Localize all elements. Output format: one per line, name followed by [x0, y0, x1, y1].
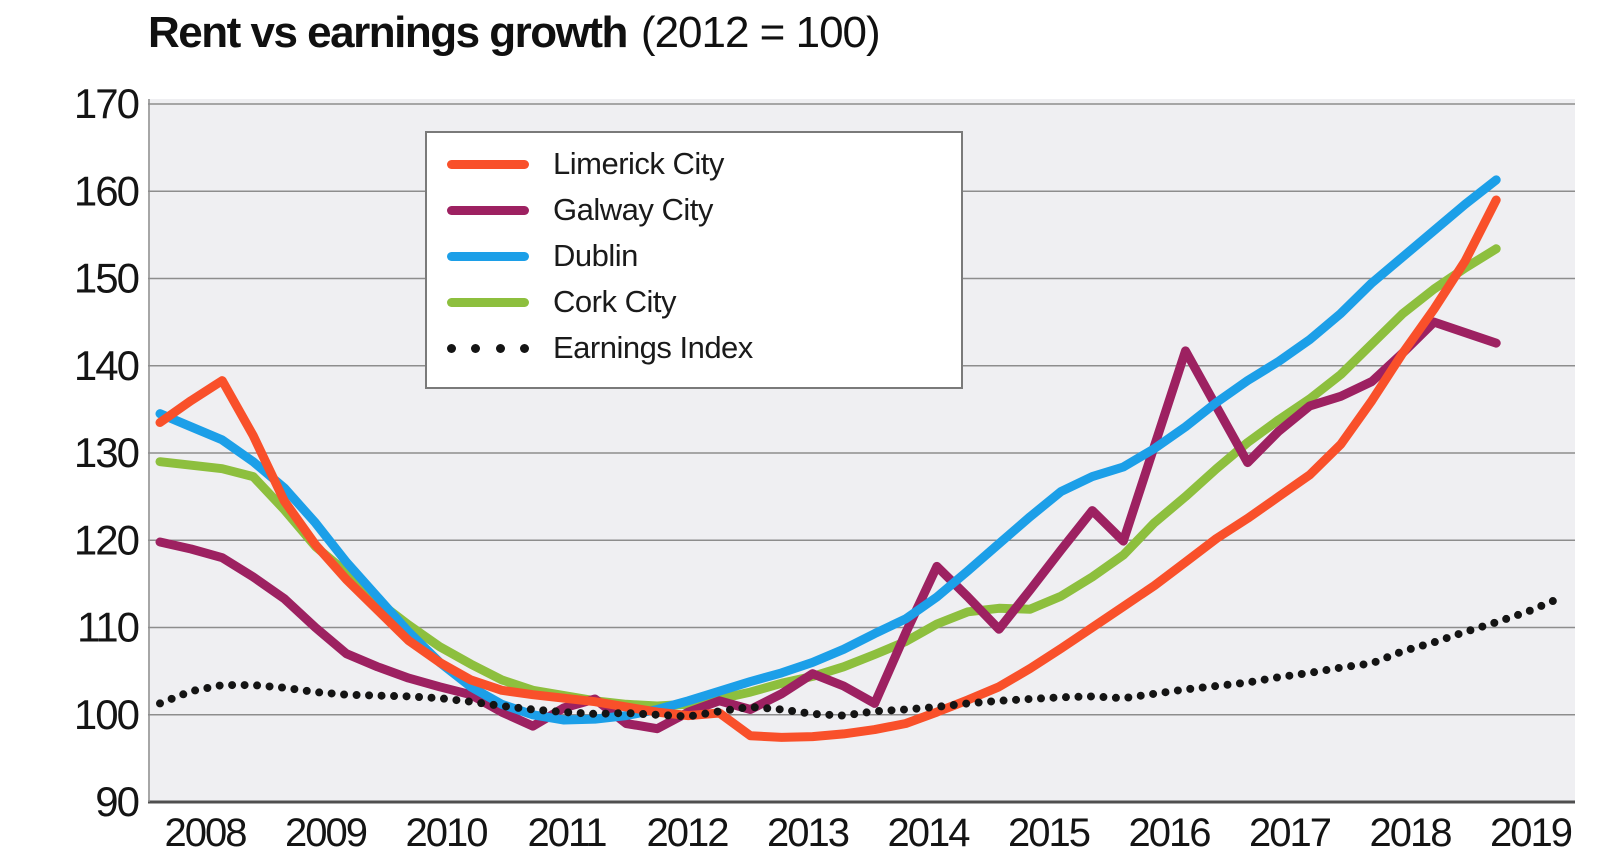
x-tick-label: 2016: [1129, 811, 1211, 855]
earnings-index-dotted-swatch: [447, 343, 529, 353]
x-tick-label: 2014: [888, 811, 971, 855]
dot-icon: [519, 343, 529, 353]
y-tick-label: 110: [77, 604, 139, 651]
chart-title: Rent vs earnings growth (2012 = 100): [148, 8, 881, 58]
galway-city-line-swatch: [447, 205, 529, 215]
y-tick-label: 100: [74, 691, 139, 738]
y-tick-label: 140: [74, 342, 139, 389]
legend-item-galway-city: Galway City: [447, 187, 961, 233]
y-tick-label: 90: [95, 778, 138, 825]
legend-item-cork-city: Cork City: [447, 279, 961, 325]
x-tick-label: 2012: [647, 811, 729, 855]
limerick-city-line-swatch: [447, 159, 529, 169]
legend-item-earnings-index: Earnings Index: [447, 325, 961, 371]
legend: Limerick City Galway City Dublin Cork City E…: [425, 131, 963, 389]
x-tick-label: 2008: [165, 811, 247, 855]
series-line-limerick-city: [155, 195, 1501, 742]
chart-title-subtitle: (2012 = 100): [640, 8, 881, 57]
line-swatch-bar: [447, 297, 529, 307]
y-tick-label: 170: [74, 80, 139, 127]
y-tick-label: 160: [74, 167, 139, 214]
y-tick-label: 150: [74, 255, 139, 302]
y-tick-label: 120: [74, 516, 139, 563]
series-line-galway-city: [155, 317, 1501, 734]
dot-icon: [495, 343, 505, 353]
legend-item-limerick-city: Limerick City: [447, 141, 961, 187]
y-tick-label: 130: [74, 429, 139, 476]
x-tick-label: 2009: [285, 811, 367, 855]
series-line-dublin: [155, 175, 1501, 725]
chart-title-main: Rent vs earnings growth: [148, 8, 628, 57]
x-tick-label: 2011: [527, 811, 606, 855]
cork-city-line-swatch: [447, 297, 529, 307]
series-line-earnings-index: [156, 594, 1563, 721]
line-swatch-bar: [447, 205, 529, 215]
x-tick-label: 2013: [767, 811, 849, 855]
legend-label: Limerick City: [553, 146, 724, 181]
legend-label: Earnings Index: [553, 330, 753, 365]
line-swatch-bar: [447, 159, 529, 169]
x-tick-label: 2015: [1008, 811, 1090, 855]
x-tick-label: 2018: [1370, 811, 1452, 855]
x-tick-label: 2017: [1249, 811, 1331, 855]
legend-label: Cork City: [553, 284, 676, 319]
legend-label: Galway City: [553, 192, 713, 227]
x-tick-label: 2010: [406, 811, 488, 855]
dot-icon: [447, 343, 456, 353]
legend-item-dublin: Dublin: [447, 233, 961, 279]
legend-label: Dublin: [553, 238, 638, 273]
x-tick-label: 2019: [1490, 811, 1572, 855]
dot-icon: [471, 343, 481, 353]
line-swatch-bar: [447, 251, 529, 261]
dublin-line-swatch: [447, 251, 529, 261]
